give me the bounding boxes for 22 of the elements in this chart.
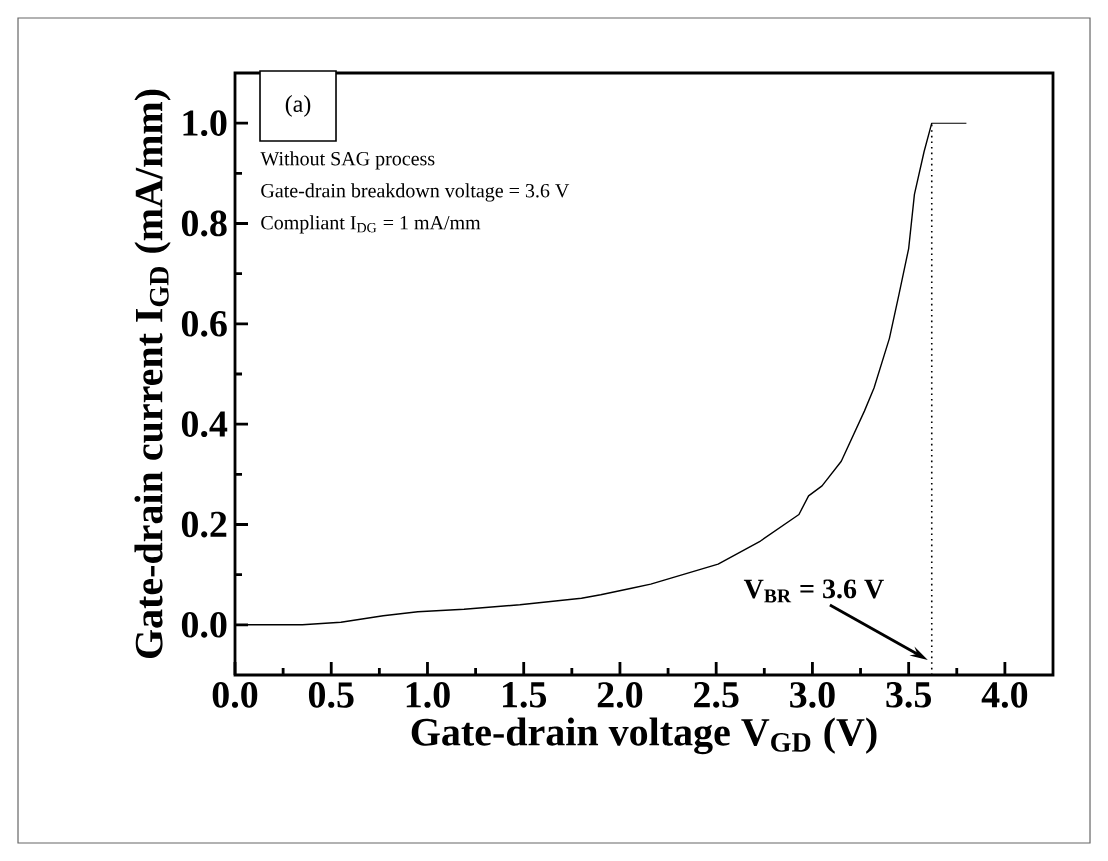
x-tick-label: 2.5 (694, 682, 739, 708)
x-tick-label: 3.0 (790, 682, 835, 708)
annotation: Gate-drain breakdown voltage = 3.6 V (261, 183, 570, 202)
x-tick-label: 1.0 (406, 682, 450, 708)
x-axis-title: Gate-drain voltage V$_{GD}$ (V) (411, 717, 877, 755)
annotation: Without SAG process (260, 151, 435, 170)
annotation: Compliant I$_{DG}$ = 1 mA/mm (261, 215, 481, 234)
x-tick-label: 3.5 (886, 682, 931, 708)
x-tick-label: 2.0 (597, 682, 643, 708)
x-tick-label: 0.5 (308, 682, 354, 708)
y-tick-label: 0.0 (181, 611, 227, 638)
x-tick-label: 0.0 (212, 682, 258, 708)
y-tick-label: 1.0 (183, 110, 227, 137)
y-tick-label: 0.4 (181, 411, 228, 438)
annotation: V$_{BR}$ = 3.6 V (743, 579, 884, 603)
y-tick-label: 0.8 (181, 210, 227, 237)
x-tick-label: 4.0 (981, 682, 1028, 708)
y-axis-title: Gate-drain current I$_{GD}$ (mA/mm) (134, 89, 171, 659)
annotation: (a) (285, 95, 311, 117)
y-tick-label: 0.6 (181, 310, 227, 337)
y-tick-label: 0.2 (181, 511, 227, 538)
x-tick-label: 1.5 (503, 682, 547, 708)
